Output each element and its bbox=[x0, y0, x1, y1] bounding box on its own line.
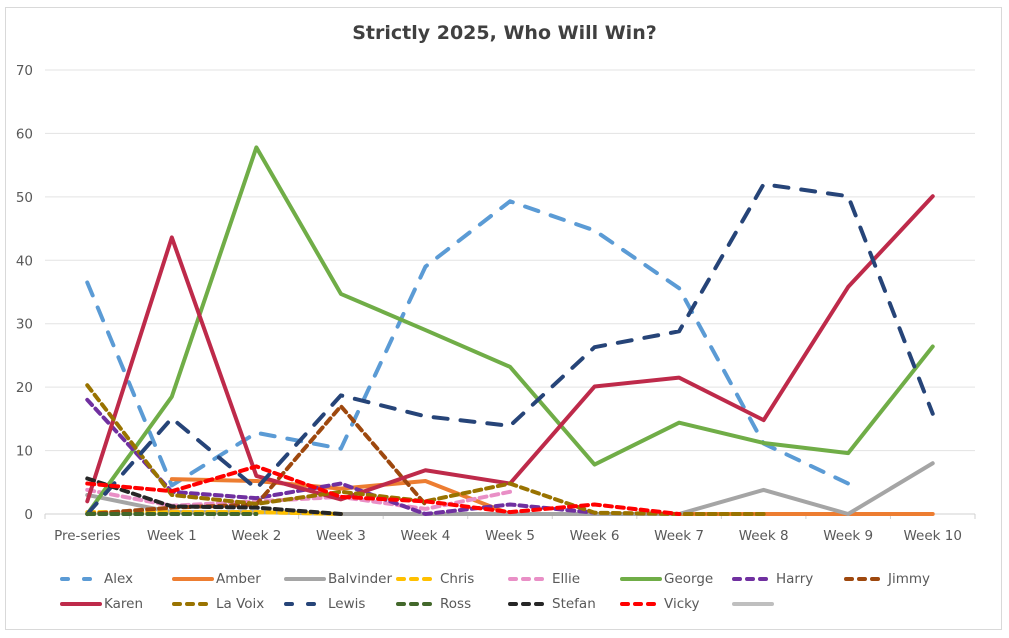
x-tick-label: Week 8 bbox=[739, 528, 789, 544]
legend-swatch bbox=[172, 577, 214, 581]
series-stefan bbox=[85, 476, 343, 516]
x-tick-label: Week 1 bbox=[147, 528, 197, 544]
x-tick-label: Week 5 bbox=[485, 528, 535, 544]
legend-label: Alex bbox=[104, 571, 134, 587]
legend-label: Jimmy bbox=[888, 571, 931, 587]
legend-swatch bbox=[284, 577, 326, 581]
legend-item: Ellie bbox=[508, 568, 580, 590]
chart-frame bbox=[5, 7, 1002, 630]
x-tick-label: Week 2 bbox=[231, 528, 281, 544]
series-line bbox=[85, 199, 851, 488]
legend-swatch bbox=[620, 602, 662, 606]
legend-label: Karen bbox=[104, 596, 144, 612]
plot-area: 0 10 20 30 40 50 60 70 Pre-series Week 1 Week 2 Wee… bbox=[16, 63, 976, 544]
series-lewis bbox=[85, 182, 935, 516]
legend-label: Ellie bbox=[552, 571, 581, 587]
legend-swatch bbox=[844, 577, 886, 581]
legend-label: George bbox=[664, 571, 714, 587]
legend-swatch bbox=[508, 602, 550, 606]
legend-swatch bbox=[732, 602, 774, 606]
legend-item: Alex bbox=[60, 568, 133, 590]
x-tick-label: Week 6 bbox=[570, 528, 620, 544]
legend-item: Balvinder bbox=[284, 568, 392, 590]
legend-label: Lewis bbox=[328, 596, 366, 612]
series-line bbox=[85, 194, 935, 504]
legend-label: Harry bbox=[776, 571, 814, 587]
series-line bbox=[85, 182, 935, 516]
x-tick-label: Week 9 bbox=[823, 528, 873, 544]
series-karen bbox=[85, 194, 935, 504]
series-vicky bbox=[85, 464, 682, 516]
legend-label: Balvinder bbox=[328, 571, 393, 587]
legend-item: Jimmy bbox=[844, 568, 930, 590]
legend-label: Vicky bbox=[664, 596, 700, 612]
legend-item: Amber bbox=[172, 568, 261, 590]
chart-title: Strictly 2025, Who Will Win? bbox=[352, 22, 657, 44]
y-tick-label: 30 bbox=[16, 317, 33, 333]
x-tick-label: Week 10 bbox=[903, 528, 961, 544]
legend-swatch bbox=[732, 577, 774, 581]
x-tick-label: Pre-series bbox=[54, 528, 120, 544]
legend-label: Stefan bbox=[552, 596, 596, 612]
series-line bbox=[85, 464, 682, 516]
legend-swatch bbox=[60, 602, 102, 606]
legend-label: Ross bbox=[440, 596, 472, 612]
legend-item: La Voix bbox=[172, 593, 264, 615]
series-la-voix bbox=[85, 383, 766, 516]
y-tick-label: 50 bbox=[16, 190, 33, 206]
legend-item: Karen bbox=[60, 593, 143, 615]
legend-item: Chris bbox=[396, 568, 474, 590]
legend-item: George bbox=[620, 568, 713, 590]
x-tick-label: Week 3 bbox=[316, 528, 366, 544]
legend-label: La Voix bbox=[216, 596, 265, 612]
legend-swatch bbox=[620, 577, 662, 581]
x-tick-label: Week 7 bbox=[654, 528, 704, 544]
series-line bbox=[85, 383, 766, 516]
x-tick-label: Week 4 bbox=[401, 528, 451, 544]
y-tick-label: 10 bbox=[16, 444, 33, 460]
legend-swatch bbox=[396, 602, 438, 606]
legend-swatch bbox=[396, 577, 438, 581]
y-tick-label: 20 bbox=[16, 380, 33, 396]
legend-swatch bbox=[60, 577, 102, 581]
legend-item: Lewis bbox=[284, 593, 365, 615]
legend-item bbox=[732, 593, 776, 615]
legend-label: Amber bbox=[216, 571, 261, 587]
y-tick-label: 70 bbox=[16, 63, 33, 79]
legend-swatch bbox=[284, 602, 326, 606]
legend-item: Stefan bbox=[508, 593, 596, 615]
y-tick-label: 0 bbox=[24, 507, 33, 523]
legend-label: Chris bbox=[440, 571, 475, 587]
y-tick-label: 40 bbox=[16, 253, 33, 269]
legend-item: Ross bbox=[396, 593, 471, 615]
legend-item: Harry bbox=[732, 568, 813, 590]
legend-item: Vicky bbox=[620, 593, 699, 615]
legend-swatch bbox=[508, 577, 550, 581]
y-tick-label: 60 bbox=[16, 126, 33, 142]
legend-swatch bbox=[172, 602, 214, 606]
series-line bbox=[85, 476, 343, 516]
